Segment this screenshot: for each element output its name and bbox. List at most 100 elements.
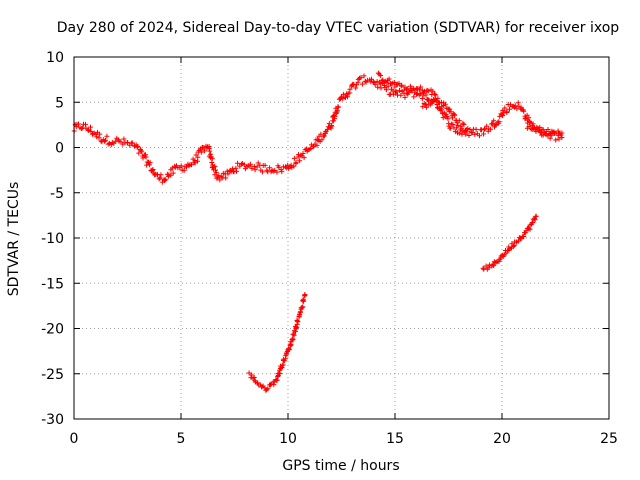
data-point <box>209 156 215 162</box>
data-point <box>526 115 532 121</box>
x-tick-label: 15 <box>386 431 404 447</box>
data-point <box>481 131 486 137</box>
y-tick-label: 0 <box>55 141 64 157</box>
data-point <box>465 126 471 131</box>
data-point <box>129 140 135 146</box>
data-point <box>143 154 149 160</box>
data-point <box>503 250 509 256</box>
data-point <box>233 165 239 171</box>
data-point <box>290 336 296 342</box>
data-point <box>556 136 562 142</box>
data-point <box>455 122 461 128</box>
data-point <box>481 126 487 132</box>
data-point <box>103 137 108 143</box>
data-point <box>417 91 423 97</box>
data-point <box>322 129 328 135</box>
data-point <box>420 104 426 110</box>
data-point <box>459 125 465 131</box>
data-point <box>386 76 392 82</box>
data-point <box>450 122 456 127</box>
data-point <box>528 120 534 126</box>
data-point <box>394 89 400 95</box>
data-point <box>162 178 167 183</box>
data-point <box>158 172 164 178</box>
data-point <box>515 100 521 106</box>
data-point <box>361 73 367 79</box>
data-point <box>280 362 286 368</box>
data-point <box>300 304 306 310</box>
data-point <box>472 131 478 137</box>
data-point <box>510 244 516 249</box>
x-tick-label: 10 <box>279 431 297 447</box>
data-point <box>512 103 518 109</box>
x-tick-label: 0 <box>70 431 79 447</box>
data-point <box>527 226 533 232</box>
data-point <box>488 126 494 132</box>
data-point <box>249 372 255 378</box>
data-point <box>399 82 405 88</box>
data-point <box>296 152 301 158</box>
data-point <box>496 119 502 125</box>
data-point <box>335 104 341 110</box>
data-point <box>223 175 229 181</box>
data-point <box>291 332 297 338</box>
data-point <box>521 234 527 239</box>
data-point <box>483 263 489 269</box>
data-point <box>507 106 512 112</box>
data-point <box>97 131 103 137</box>
data-point <box>291 163 297 169</box>
data-point <box>202 148 208 154</box>
data-point <box>94 134 100 140</box>
data-point <box>213 167 218 173</box>
data-point <box>559 130 565 136</box>
data-point <box>456 118 462 124</box>
x-tick-label: 5 <box>177 431 186 447</box>
data-point <box>383 87 389 93</box>
y-tick-label: -25 <box>41 367 64 383</box>
data-point <box>260 169 266 175</box>
data-point <box>480 265 486 271</box>
data-point <box>329 123 335 129</box>
data-point <box>345 94 350 100</box>
data-point <box>102 138 108 144</box>
data-point <box>192 158 198 163</box>
data-point <box>157 175 163 181</box>
y-tick-label: -15 <box>41 276 64 292</box>
data-point <box>377 81 383 87</box>
data-point <box>456 130 462 136</box>
data-point <box>251 375 257 380</box>
data-point <box>294 318 300 324</box>
data-point <box>353 85 359 91</box>
data-point <box>331 118 337 124</box>
data-point <box>262 162 268 168</box>
data-point <box>301 298 307 304</box>
data-point <box>500 113 506 119</box>
data-point <box>88 124 93 130</box>
data-point <box>283 351 289 357</box>
data-point <box>76 121 81 127</box>
data-point <box>559 135 565 140</box>
data-point <box>547 135 553 141</box>
data-point <box>401 87 407 93</box>
data-point <box>378 85 384 91</box>
data-point <box>397 87 402 93</box>
data-point <box>246 370 252 376</box>
data-point <box>168 172 174 178</box>
chart-title: Day 280 of 2024, Sidereal Day-to-day VTE… <box>57 20 620 36</box>
data-point <box>522 116 528 122</box>
data-point <box>314 142 320 148</box>
data-point <box>384 80 390 86</box>
data-point <box>435 95 441 101</box>
data-point <box>418 84 424 90</box>
data-point <box>156 176 162 182</box>
data-point <box>295 319 301 325</box>
data-point <box>516 238 522 244</box>
data-point <box>533 213 539 219</box>
y-axis-label: SDTVAR / TECUs <box>6 182 22 297</box>
y-tick-label: 5 <box>55 95 64 111</box>
data-point <box>375 70 381 76</box>
series-low-segment-1 <box>246 292 308 393</box>
data-point <box>216 173 222 179</box>
data-point <box>537 129 543 135</box>
